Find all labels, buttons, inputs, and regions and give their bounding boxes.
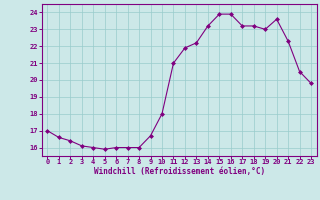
X-axis label: Windchill (Refroidissement éolien,°C): Windchill (Refroidissement éolien,°C) bbox=[94, 167, 265, 176]
